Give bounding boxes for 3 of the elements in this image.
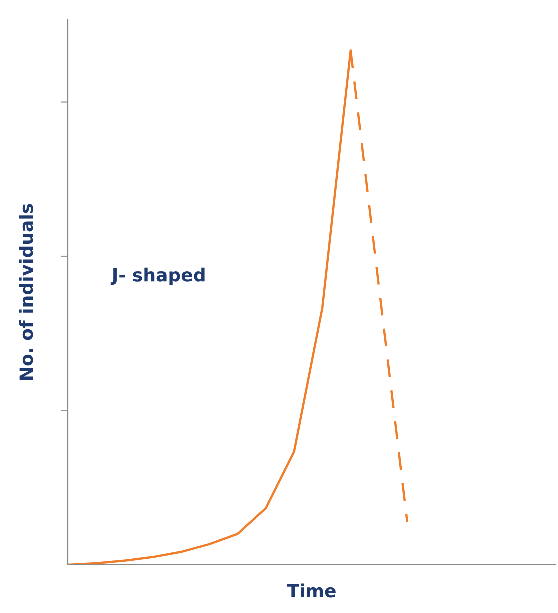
x-axis-title: Time — [287, 584, 336, 598]
y-axis-title: No. of individuals — [19, 204, 34, 380]
annotation: J- shaped — [110, 268, 205, 286]
